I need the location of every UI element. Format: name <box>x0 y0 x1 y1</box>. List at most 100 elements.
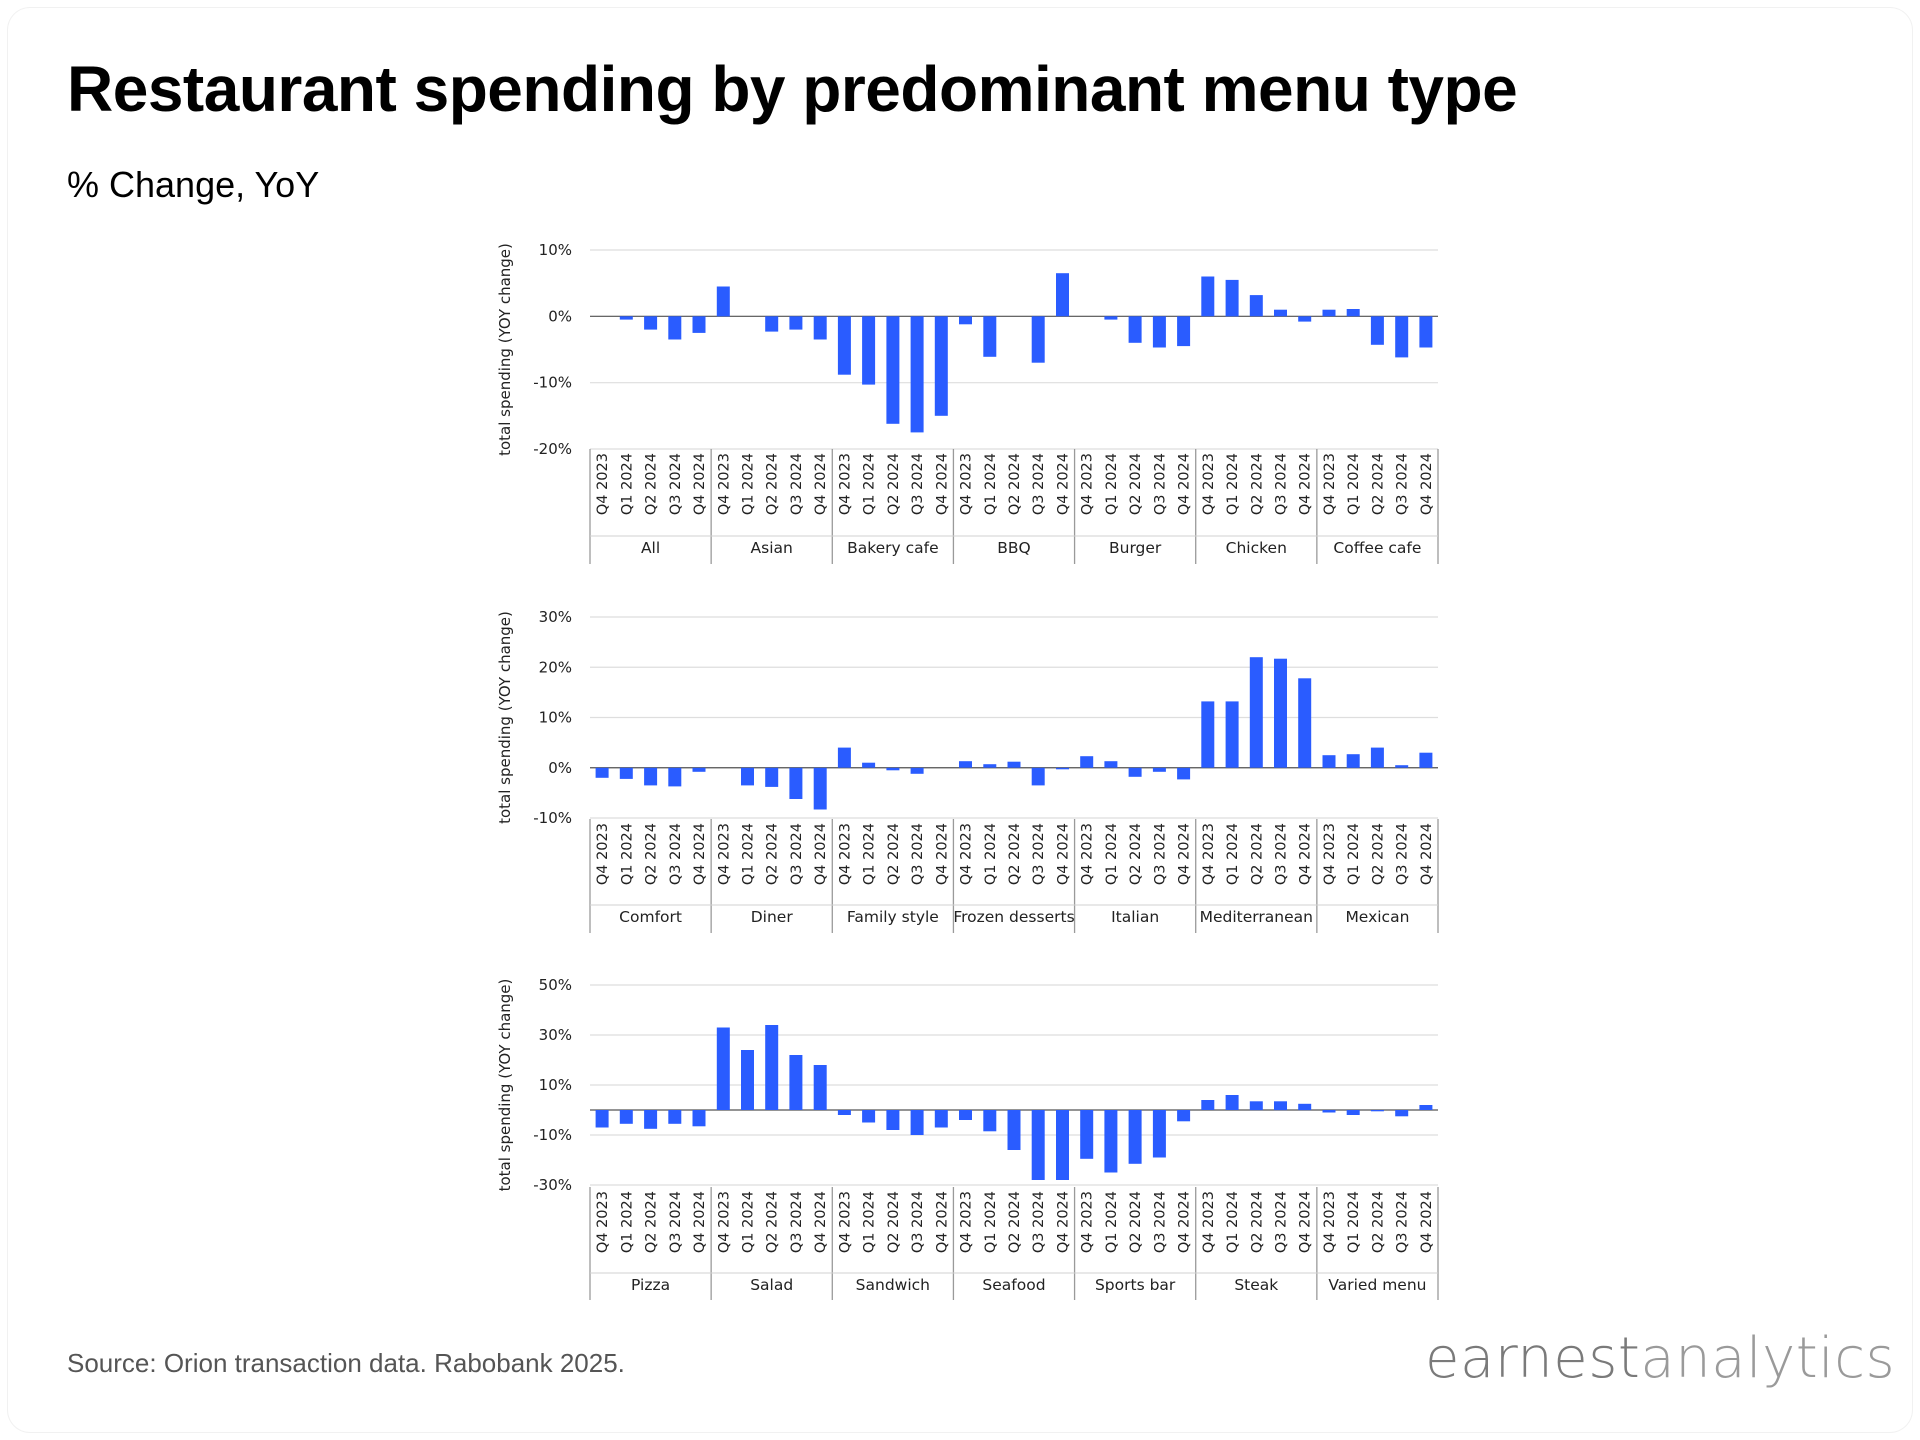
quarter-label: Q2 2024 <box>1007 1191 1023 1253</box>
quarter-label: Q2 2024 <box>1007 453 1023 515</box>
group-label: Burger <box>1109 539 1162 557</box>
bar <box>959 1110 972 1120</box>
bar <box>1298 316 1312 322</box>
bar <box>837 747 851 768</box>
bar <box>1080 756 1094 768</box>
chart-card <box>8 8 1912 1432</box>
bar <box>1007 761 1021 768</box>
group-label: Chicken <box>1226 539 1287 557</box>
bar <box>1128 316 1142 343</box>
quarter-label: Q1 2024 <box>1225 453 1241 515</box>
bar <box>1104 316 1118 320</box>
bar <box>1322 1110 1336 1113</box>
quarter-label: Q4 2023 <box>716 823 732 885</box>
quarter-label: Q4 2023 <box>959 1191 975 1253</box>
bar <box>1322 309 1336 317</box>
bar <box>813 1065 827 1110</box>
bar <box>789 767 803 799</box>
quarter-label: Q1 2024 <box>862 823 878 885</box>
quarter-label: Q4 2024 <box>1177 823 1193 885</box>
bar <box>1128 1110 1142 1164</box>
group-label: Seafood <box>982 1276 1045 1294</box>
bar <box>983 316 997 357</box>
y-tick-label: -10% <box>533 1126 572 1144</box>
quarter-label: Q2 2024 <box>1249 1191 1265 1253</box>
bar <box>1152 767 1166 772</box>
quarter-label: Q1 2024 <box>1346 1191 1362 1253</box>
quarter-label: Q2 2024 <box>644 1191 660 1253</box>
quarter-label: Q4 2023 <box>716 1191 732 1253</box>
quarter-label: Q2 2024 <box>1249 823 1265 885</box>
group-label: Asian <box>751 539 793 557</box>
y-tick-label: 20% <box>539 658 572 676</box>
chart-panel-3: 50% 30% 10% -10% -30% total spending (YOY cha… <box>496 976 1439 1300</box>
quarter-label: Q3 2024 <box>1274 453 1290 515</box>
quarter-label: Q1 2024 <box>1104 453 1120 515</box>
quarter-label: Q4 2023 <box>837 453 853 515</box>
bar <box>1225 279 1239 317</box>
bar <box>837 316 851 375</box>
group-label: Mediterranean <box>1200 908 1313 926</box>
bar <box>1249 1101 1263 1111</box>
bar <box>1298 678 1312 768</box>
bar <box>1322 755 1336 768</box>
quarter-label: Q4 2023 <box>1201 453 1217 515</box>
bar <box>934 1110 948 1128</box>
quarter-label: Q1 2024 <box>740 823 756 885</box>
quarter-label: Q4 2024 <box>1298 823 1314 885</box>
quarter-label: Q4 2023 <box>837 823 853 885</box>
quarter-label: Q3 2024 <box>789 453 805 515</box>
y-axis-label: total spending (YOY change) <box>496 243 514 456</box>
quarter-label: Q3 2024 <box>1031 453 1047 515</box>
quarter-label: Q4 2023 <box>1322 823 1338 885</box>
bar <box>692 316 706 333</box>
quarter-label: Q1 2024 <box>1225 1191 1241 1253</box>
group-label: Salad <box>750 1276 793 1294</box>
quarter-label: Q4 2023 <box>1080 823 1096 885</box>
quarter-label: Q2 2024 <box>1128 1191 1144 1253</box>
quarter-label: Q4 2024 <box>1055 1191 1071 1253</box>
bar <box>765 767 779 787</box>
bar <box>1225 1095 1239 1110</box>
quarter-label: Q4 2024 <box>1298 1191 1314 1253</box>
quarter-label: Q4 2023 <box>1080 453 1096 515</box>
quarter-label: Q4 2023 <box>1322 1191 1338 1253</box>
group-label: Frozen desserts <box>953 908 1074 926</box>
bar <box>741 767 754 786</box>
quarter-label: Q4 2024 <box>692 823 708 885</box>
quarter-label: Q1 2024 <box>862 1191 878 1253</box>
page-title: Restaurant spending by predominant menu … <box>67 53 1518 125</box>
quarter-label: Q2 2024 <box>1128 823 1144 885</box>
bar <box>1056 273 1069 317</box>
bar <box>1056 1110 1069 1180</box>
y-tick-label: 10% <box>539 241 572 259</box>
bar <box>1249 657 1263 768</box>
quarter-label: Q2 2024 <box>644 453 660 515</box>
y-tick-label: 0% <box>548 759 572 777</box>
bar <box>1177 1110 1191 1122</box>
bar <box>1298 1103 1312 1111</box>
quarter-label: Q1 2024 <box>1346 823 1362 885</box>
y-tick-label: 30% <box>539 608 572 626</box>
quarter-label: Q4 2024 <box>1055 453 1071 515</box>
bar <box>1128 767 1142 777</box>
bar <box>1104 761 1118 768</box>
group-label: Mexican <box>1345 908 1409 926</box>
bar <box>741 1050 754 1110</box>
chart-panel-2: 30% 20% 10% 0% -10% total spending (YOY chang… <box>496 608 1439 933</box>
quarter-label: Q3 2024 <box>789 823 805 885</box>
quarter-label: Q3 2024 <box>910 453 926 515</box>
bar <box>1201 701 1215 768</box>
quarter-label: Q4 2023 <box>837 1191 853 1253</box>
group-label: Coffee cafe <box>1333 539 1421 557</box>
bar <box>644 316 658 330</box>
y-tick-label: 10% <box>539 709 572 727</box>
quarter-label: Q3 2024 <box>668 1191 684 1253</box>
logo-text-earnest: earnest <box>1425 1326 1641 1391</box>
quarter-label: Q2 2024 <box>1249 453 1265 515</box>
bar <box>619 316 633 320</box>
bar <box>862 316 876 385</box>
quarter-label: Q3 2024 <box>910 823 926 885</box>
bar <box>1152 316 1166 348</box>
y-tick-label: 30% <box>539 1026 572 1044</box>
